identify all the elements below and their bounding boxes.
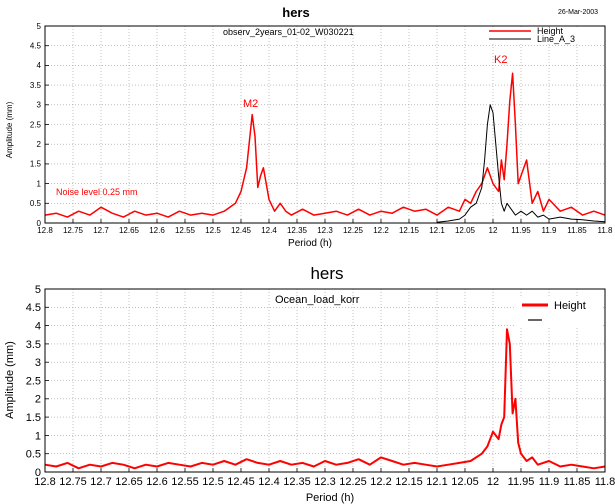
top-title: hers bbox=[282, 5, 309, 20]
top-x-tick-label: 12.55 bbox=[175, 226, 196, 235]
top-legend-label-line-a-3: Line_A_3 bbox=[537, 34, 575, 44]
bottom-x-tick-label: 12.6 bbox=[146, 476, 167, 488]
top-series bbox=[44, 72, 606, 223]
bottom-x-tick-label: 12.8 bbox=[34, 476, 55, 488]
top-x-tick-label: 12.25 bbox=[343, 226, 364, 235]
bottom-y-tick-labels: 0 0.5 1 1.5 2 2.5 3 3.5 4 4.5 5 bbox=[26, 284, 41, 479]
annotation-k2: K2 bbox=[494, 54, 507, 66]
top-x-axis-label: Period (h) bbox=[288, 238, 332, 249]
bottom-subtitle: Ocean_load_korr bbox=[275, 294, 360, 306]
bottom-x-tick-label: 12.75 bbox=[59, 476, 87, 488]
top-y-tick-label: 3 bbox=[37, 101, 42, 110]
top-plot-frame bbox=[44, 25, 606, 224]
annotation-noise-level: Noise level 0.25 mm bbox=[56, 187, 138, 197]
bottom-x-tick-label: 12.3 bbox=[314, 476, 335, 488]
top-date: 26-Mar-2003 bbox=[558, 9, 598, 16]
top-x-tick-label: 12.15 bbox=[399, 226, 420, 235]
bottom-title: hers bbox=[310, 264, 343, 283]
top-y-tick-label: 1.5 bbox=[30, 160, 42, 169]
bottom-x-tick-label: 12.4 bbox=[258, 476, 279, 488]
top-x-tick-label: 12.4 bbox=[261, 226, 277, 235]
top-x-tick-label: 12.2 bbox=[373, 226, 389, 235]
top-x-tick-labels: 12.8 12.75 12.7 12.65 12.6 12.55 12.5 12.45 12.4… bbox=[37, 226, 613, 235]
bottom-x-tick-label: 12.35 bbox=[283, 476, 311, 488]
bottom-y-tick-label: 2 bbox=[35, 394, 41, 406]
top-x-tick-label: 12.65 bbox=[119, 226, 140, 235]
top-x-tick-label: 12.7 bbox=[93, 226, 109, 235]
bottom-y-axis-label: Amplitude (mm) bbox=[4, 341, 16, 419]
bottom-legend-box bbox=[516, 296, 603, 326]
bottom-y-tick-label: 0.5 bbox=[26, 449, 41, 461]
bottom-x-tick-label: 12.1 bbox=[426, 476, 447, 488]
bottom-y-tick-label: 3.5 bbox=[26, 339, 41, 351]
top-y-tick-label: 2 bbox=[37, 140, 42, 149]
bottom-x-tick-label: 12.05 bbox=[451, 476, 479, 488]
bottom-x-tick-label: 12.65 bbox=[115, 476, 143, 488]
bottom-x-tick-label: 12.25 bbox=[339, 476, 367, 488]
top-x-tick-label: 11.9 bbox=[542, 226, 558, 235]
bottom-x-tick-label: 12 bbox=[487, 476, 499, 488]
top-legend-label-height: Height bbox=[537, 26, 564, 36]
top-grid bbox=[44, 25, 606, 224]
bottom-plot-frame bbox=[44, 288, 606, 473]
top-y-tick-label: 4.5 bbox=[30, 42, 42, 51]
top-x-tick-label: 11.95 bbox=[511, 226, 531, 235]
top-y-tick-label: 1 bbox=[37, 179, 42, 188]
top-x-tick-label: 11.85 bbox=[567, 226, 587, 235]
bottom-x-tick-label: 12.15 bbox=[395, 476, 423, 488]
top-y-tick-label: 4 bbox=[37, 61, 42, 70]
top-y-axis-label: Amplitude (mm) bbox=[5, 101, 14, 158]
bottom-grid bbox=[44, 288, 606, 473]
top-x-tick-label: 12.05 bbox=[455, 226, 476, 235]
bottom-x-tick-label: 12.5 bbox=[202, 476, 223, 488]
annotation-m2: M2 bbox=[243, 98, 258, 110]
top-y-tick-label: 5 bbox=[37, 22, 42, 31]
bottom-chart: 0 0.5 1 1.5 2 2.5 3 3.5 4 4.5 5 12.8 12.75 12.7 12.65… bbox=[4, 264, 615, 504]
top-x-tick-label: 12.6 bbox=[149, 226, 165, 235]
top-y-tick-label: 0 bbox=[37, 219, 42, 228]
top-x-tick-label: 12.8 bbox=[37, 226, 53, 235]
top-chart: 0 0.5 1 1.5 2 2.5 3 3.5 4 4.5 5 12.8 12.75 12.7 12.65… bbox=[5, 5, 613, 249]
bottom-x-tick-label: 12.45 bbox=[227, 476, 255, 488]
bottom-x-axis-label: Period (h) bbox=[306, 492, 354, 504]
top-x-tick-label: 12.35 bbox=[287, 226, 308, 235]
top-legend: Height Line_A_3 bbox=[483, 26, 603, 44]
bottom-x-tick-label: 12.2 bbox=[370, 476, 391, 488]
bottom-y-tick-label: 1.5 bbox=[26, 412, 41, 424]
bottom-y-tick-label: 1 bbox=[35, 430, 41, 442]
bottom-x-tick-label: 11.95 bbox=[508, 476, 535, 488]
bottom-legend: Height bbox=[516, 296, 603, 326]
top-x-tick-label: 12.3 bbox=[317, 226, 333, 235]
bottom-x-tick-label: 11.9 bbox=[539, 476, 560, 488]
bottom-y-tick-label: 0 bbox=[35, 467, 41, 479]
bottom-x-tick-label: 12.7 bbox=[90, 476, 111, 488]
top-y-tick-label: 0.5 bbox=[30, 199, 42, 208]
bottom-legend-label-height: Height bbox=[554, 300, 586, 312]
top-y-tick-labels: 0 0.5 1 1.5 2 2.5 3 3.5 4 4.5 5 bbox=[30, 22, 42, 228]
top-series-height bbox=[44, 72, 606, 218]
top-y-tick-label: 3.5 bbox=[30, 81, 42, 90]
bottom-x-tick-label: 11.8 bbox=[595, 476, 615, 488]
bottom-series-height bbox=[44, 328, 606, 470]
top-x-tick-label: 12.5 bbox=[205, 226, 221, 235]
top-x-tick-label: 12.45 bbox=[231, 226, 252, 235]
top-x-tick-label: 11.8 bbox=[598, 226, 614, 235]
top-x-tick-label: 12.75 bbox=[63, 226, 84, 235]
top-y-tick-label: 2.5 bbox=[30, 120, 42, 129]
bottom-y-tick-label: 2.5 bbox=[26, 375, 41, 387]
bottom-series bbox=[44, 328, 606, 470]
top-series-line-a-3 bbox=[436, 104, 606, 223]
bottom-x-tick-labels: 12.8 12.75 12.7 12.65 12.6 12.55 12.5 12.45 12.4… bbox=[34, 476, 615, 488]
bottom-x-tick-label: 11.85 bbox=[564, 476, 591, 488]
top-subtitle: observ_2years_01-02_W030221 bbox=[223, 27, 354, 37]
bottom-y-tick-label: 5 bbox=[35, 284, 41, 296]
bottom-y-tick-label: 4.5 bbox=[26, 302, 41, 314]
bottom-x-tick-label: 12.55 bbox=[171, 476, 199, 488]
bottom-y-tick-label: 4 bbox=[35, 320, 41, 332]
top-x-tick-label: 12.1 bbox=[429, 226, 445, 235]
top-x-tick-label: 12 bbox=[489, 226, 498, 235]
bottom-y-tick-label: 3 bbox=[35, 357, 41, 369]
